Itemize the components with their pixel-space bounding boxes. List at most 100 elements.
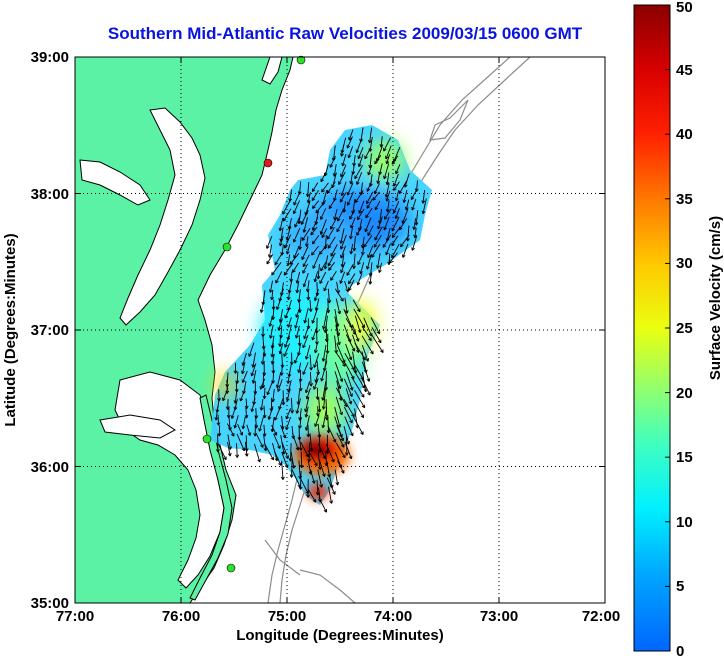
velocity-arrow-head bbox=[365, 216, 369, 219]
velocity-arrow bbox=[283, 263, 293, 276]
velocity-arrow bbox=[305, 406, 309, 418]
velocity-arrow-head bbox=[291, 435, 294, 440]
velocity-arrow bbox=[237, 423, 243, 436]
velocity-arrow-head bbox=[400, 243, 402, 247]
velocity-arrow-head bbox=[321, 424, 324, 429]
velocity-arrow bbox=[276, 372, 282, 388]
velocity-arrow-head bbox=[278, 463, 282, 466]
velocity-arrow-head bbox=[239, 397, 241, 402]
velocity-arrow bbox=[345, 371, 353, 391]
velocity-arrow bbox=[335, 396, 343, 416]
velocity-arrow-head bbox=[332, 173, 335, 177]
velocity-arrow-head bbox=[365, 358, 369, 362]
velocity-arrow-head bbox=[244, 415, 247, 419]
colorbar-tick-label: 25 bbox=[676, 320, 693, 337]
velocity-arrow-head bbox=[350, 433, 354, 437]
velocity-arrow bbox=[327, 226, 335, 240]
velocity-arrow bbox=[298, 299, 301, 313]
velocity-arrow bbox=[301, 246, 309, 260]
velocity-arrow bbox=[386, 154, 391, 165]
velocity-arrow bbox=[281, 460, 284, 480]
velocity-arrow-head bbox=[360, 251, 363, 256]
velocity-arrow-head bbox=[285, 397, 288, 402]
velocity-arrow-head bbox=[329, 165, 334, 168]
velocity-arrow-head bbox=[387, 261, 390, 265]
colorbar-tick-label: 45 bbox=[676, 62, 693, 79]
velocity-arrow-head bbox=[385, 160, 388, 164]
velocity-arrow bbox=[363, 235, 373, 248]
velocity-arrow-head bbox=[329, 500, 332, 504]
velocity-arrow-head bbox=[368, 273, 371, 277]
velocity-arrow-head bbox=[413, 234, 416, 238]
velocity-arrow bbox=[370, 317, 380, 335]
hf-radar-stations bbox=[202, 55, 306, 573]
velocity-arrow-head bbox=[385, 181, 388, 185]
velocity-arrow-head bbox=[287, 388, 289, 393]
velocity-arrow-head bbox=[250, 372, 252, 377]
velocity-arrow bbox=[346, 264, 354, 276]
velocity-arrow-head bbox=[349, 394, 353, 397]
velocity-arrow-head bbox=[306, 494, 309, 498]
velocity-arrow-head bbox=[301, 257, 305, 260]
velocity-arrow bbox=[217, 442, 227, 460]
velocity-arrow bbox=[334, 361, 343, 382]
velocity-arrow bbox=[268, 406, 274, 420]
velocity-arrow bbox=[279, 235, 284, 247]
velocity-arrow bbox=[304, 397, 310, 413]
x-tick-label: 73:00 bbox=[480, 608, 518, 625]
velocity-arrow bbox=[327, 288, 330, 304]
velocity-arrow bbox=[321, 228, 328, 238]
velocity-arrow bbox=[366, 198, 373, 209]
velocity-arrow bbox=[297, 390, 300, 405]
velocity-arrow bbox=[300, 441, 309, 458]
velocity-arrow bbox=[301, 227, 311, 241]
velocity-arrow bbox=[296, 398, 301, 414]
velocity-arrow-head bbox=[226, 414, 230, 419]
velocity-arrow-head bbox=[214, 417, 217, 421]
velocity-arrow-head bbox=[287, 226, 290, 230]
velocity-arrow bbox=[327, 470, 333, 489]
velocity-arrow bbox=[339, 192, 347, 203]
velocity-arrow bbox=[291, 469, 301, 488]
velocity-arrow bbox=[336, 343, 346, 363]
velocity-arrow bbox=[353, 235, 356, 252]
velocity-arrow-head bbox=[312, 337, 316, 341]
velocity-arrow bbox=[361, 335, 374, 355]
velocity-arrow bbox=[299, 477, 309, 495]
velocity-arrow-head bbox=[385, 156, 389, 160]
velocity-arrow bbox=[328, 198, 336, 209]
velocity-arrow bbox=[330, 216, 338, 230]
colorbar-tick-label: 30 bbox=[676, 255, 693, 272]
velocity-arrow bbox=[343, 406, 353, 424]
velocity-arrow-head bbox=[377, 180, 381, 184]
velocity-arrow bbox=[279, 309, 284, 323]
velocity-arrow-head bbox=[299, 425, 302, 429]
velocity-arrow-head bbox=[348, 357, 352, 361]
velocity-arrow-head bbox=[321, 474, 325, 477]
velocity-arrow-head bbox=[344, 310, 348, 314]
colorbar-tick-labels: 0 5 10 15 20 25 30 35 40 45 50 bbox=[676, 0, 693, 659]
velocity-arrow-head bbox=[298, 476, 301, 480]
velocity-arrow bbox=[273, 433, 281, 449]
velocity-arrow bbox=[329, 156, 336, 168]
velocity-arrow-head bbox=[313, 278, 316, 282]
velocity-arrow bbox=[276, 297, 282, 310]
velocity-arrow-head bbox=[264, 433, 267, 437]
velocity-arrow-head bbox=[378, 220, 381, 224]
velocity-arrow-head bbox=[305, 454, 309, 458]
velocity-arrow bbox=[327, 298, 329, 313]
velocity-arrow bbox=[318, 397, 321, 413]
velocity-arrow-head bbox=[289, 278, 292, 282]
velocity-arrow-head bbox=[360, 244, 363, 249]
velocity-arrow-head bbox=[295, 314, 300, 318]
velocity-arrow bbox=[335, 324, 340, 346]
velocity-arrow-head bbox=[270, 428, 273, 433]
velocity-arrow bbox=[310, 226, 318, 236]
velocity-arrow bbox=[285, 416, 292, 430]
velocity-arrow-head bbox=[377, 226, 381, 230]
velocity-arrow-head bbox=[299, 246, 302, 250]
velocity-arrow-head bbox=[311, 240, 314, 245]
velocity-arrow bbox=[410, 189, 417, 200]
velocity-arrow-head bbox=[259, 407, 262, 411]
velocity-arrow-head bbox=[325, 450, 328, 455]
